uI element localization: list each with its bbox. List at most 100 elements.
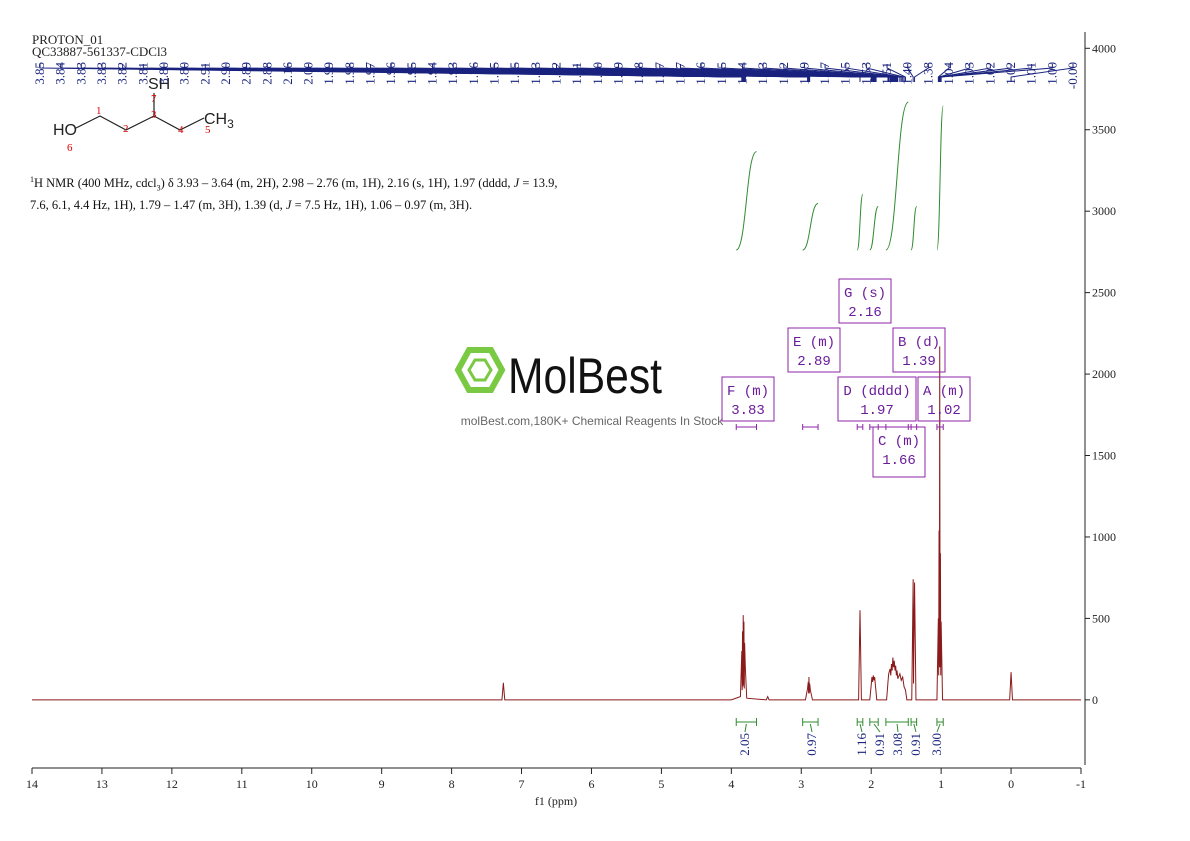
multiplet-shift: 1.66 (882, 453, 916, 469)
peak-label: 1.66 (693, 62, 708, 85)
multiplet-shift: 2.89 (797, 354, 831, 370)
x-tick-label: -1 (1076, 777, 1086, 791)
peak-label: 1.04 (941, 62, 956, 85)
atom-number: 1 (96, 105, 102, 117)
atom-label: HO (53, 122, 77, 139)
x-tick-label: 13 (96, 777, 108, 791)
multiplet-box (917, 376, 971, 422)
integral-bracket (869, 718, 879, 726)
multiplet-label: E (m) (793, 335, 835, 351)
integral-leader (809, 723, 813, 733)
multiplet-shift: 2.16 (848, 305, 882, 321)
peak-connector (1010, 64, 1074, 82)
molecule (75, 93, 205, 131)
peak-connector (741, 64, 897, 82)
peak-label: 1.38 (920, 62, 935, 85)
peak-label: 1.55 (838, 62, 853, 85)
multiplet-box (721, 376, 775, 422)
description-part: = 13.9, 7.6, 6.1, 4.4 Hz, 1H), 1.79 – 1.… (30, 176, 558, 212)
y-tick-label: 3000 (1092, 204, 1116, 218)
y-tick-label: 0 (1092, 693, 1098, 707)
peak-label: 1.53 (858, 62, 873, 85)
peak-connector (783, 64, 899, 82)
atom-number: 3 (151, 109, 157, 121)
peak-connector (940, 64, 1053, 82)
integral-label: 3.08 (890, 733, 905, 756)
peak-label: 1.94 (425, 62, 440, 85)
peak-label: 1.59 (796, 62, 811, 85)
description-part: J (285, 197, 292, 212)
x-axis-label: f1 (ppm) (535, 794, 577, 808)
chart-title: PROTON_01 (32, 32, 103, 47)
atom-number: 5 (205, 124, 211, 136)
peak-connector (845, 64, 904, 82)
integral-label: 0.97 (804, 733, 819, 756)
peak-connector (938, 64, 971, 82)
x-tick-label: 6 (588, 777, 594, 791)
peak-connector (824, 64, 902, 82)
peak-connector (803, 64, 901, 82)
x-tick-label: 2 (868, 777, 874, 791)
multiplet-label: B (d) (898, 335, 940, 351)
integral-leader (896, 723, 899, 733)
x-tick-label: 9 (379, 777, 385, 791)
peak-connector (907, 64, 914, 82)
multiplet-range (856, 424, 864, 430)
chart-subtitle: QC33887-561337-CDCl3 (32, 44, 167, 59)
x-tick-label: 14 (26, 777, 38, 791)
integral-bracket (735, 718, 758, 726)
x-tick-label: 4 (728, 777, 734, 791)
peak-label: 1.97 (363, 62, 378, 85)
integral-curve (936, 105, 944, 251)
multiplet-label: G (s) (844, 286, 886, 302)
x-tick-label: 10 (306, 777, 318, 791)
x-tick-label: 5 (658, 777, 664, 791)
integral-curve (869, 205, 879, 251)
integral-bracket (856, 718, 864, 726)
peak-connector (939, 64, 1033, 82)
integral-curve (910, 205, 918, 251)
bond (75, 115, 205, 131)
integral-leader (936, 723, 941, 733)
peak-connector (886, 64, 906, 82)
peak-connector (721, 64, 897, 82)
watermark-brand: MolBest (508, 348, 662, 404)
peak-label: 1.76 (466, 62, 481, 85)
integral-curve (856, 193, 864, 251)
integral-bracket (910, 718, 918, 726)
atom-label: SH (148, 76, 170, 93)
integral-leader (744, 723, 747, 733)
peak-connector (266, 64, 811, 82)
x-tick-label: 0 (1008, 777, 1014, 791)
spectrum-line (32, 346, 1081, 701)
x-tick-label: 7 (519, 777, 525, 791)
description-part: H NMR (400 MHz, cdcl (34, 176, 157, 191)
peak-label: 1.00 (1044, 62, 1059, 85)
integral-label: 2.05 (737, 733, 752, 756)
multiplet-label: C (m) (878, 434, 920, 450)
watermark-tagline: molBest.com,180K+ Chemical Reagents In S… (461, 414, 724, 428)
integral-leader (913, 723, 917, 733)
atom-number: 2 (123, 123, 129, 135)
multiplet-label: A (m) (923, 384, 965, 400)
multiplet-box (837, 376, 917, 422)
watermark-logo (454, 347, 506, 393)
x-tick-label: 3 (798, 777, 804, 791)
multiplet-shift: 1.97 (860, 403, 894, 419)
multiplet-range (802, 424, 819, 430)
multiplet-shift: 1.39 (902, 354, 936, 370)
peak-connector (914, 64, 929, 82)
peak-label: 1.64 (734, 62, 749, 85)
peak-label: 1.63 (755, 62, 770, 85)
peak-connector (865, 64, 905, 82)
description-part: = 7.5 Hz, 1H), 1.06 – 0.97 (m, 3H). (291, 197, 473, 212)
x-tick-label: 11 (236, 777, 248, 791)
y-tick-label: 2000 (1092, 367, 1116, 381)
peak-label: 1.01 (1024, 62, 1039, 85)
peak-connector (937, 64, 950, 82)
description-part: 1 (30, 175, 34, 184)
integral-label: 0.91 (908, 733, 923, 756)
atom-label: 3 (227, 117, 234, 131)
peak-label: 1.96 (383, 62, 398, 85)
